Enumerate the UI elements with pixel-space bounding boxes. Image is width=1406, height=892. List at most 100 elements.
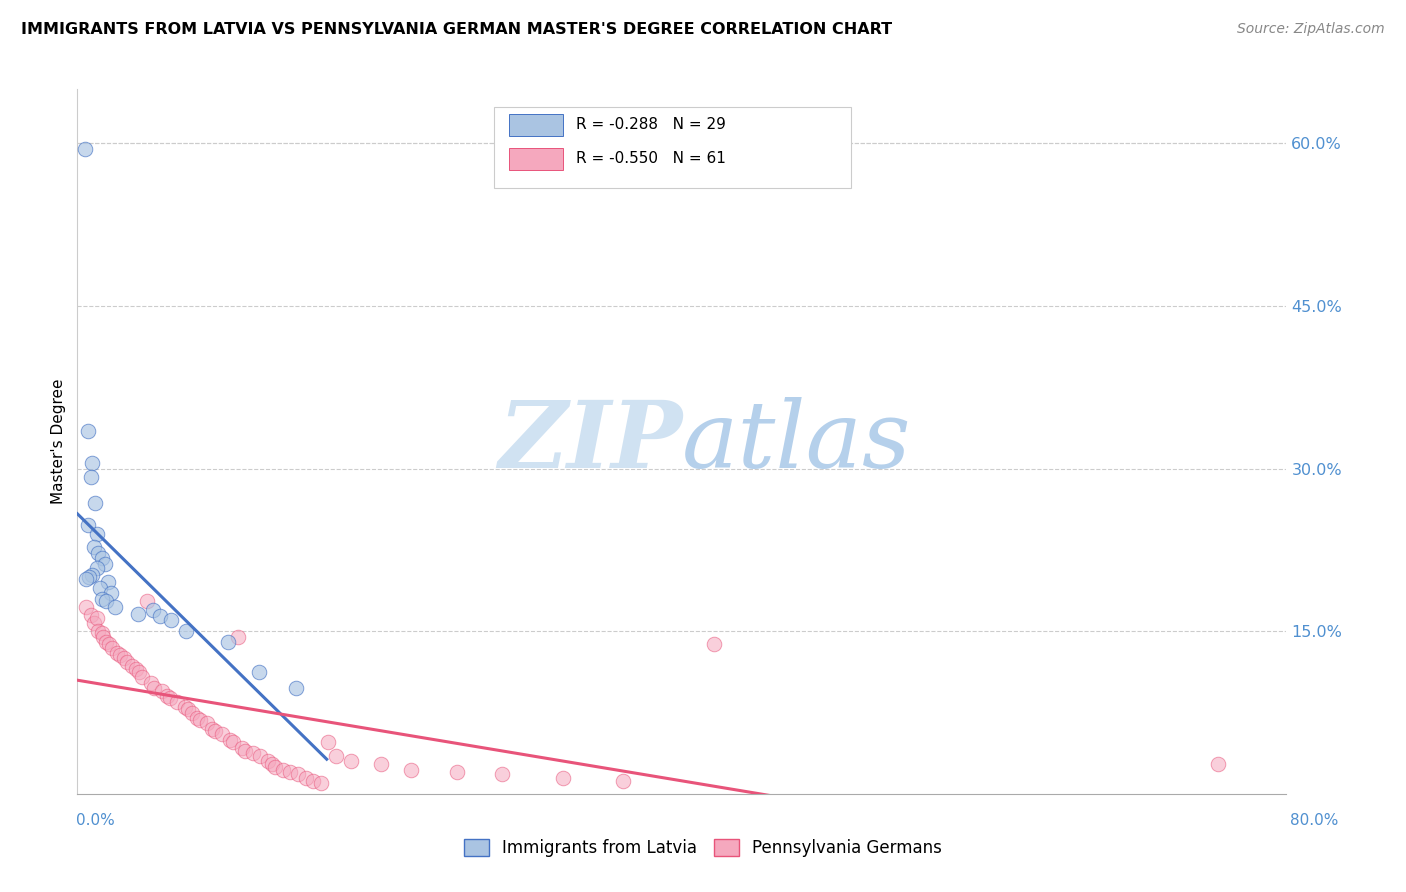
- Point: [446, 765, 468, 780]
- Point: [370, 756, 392, 771]
- Point: [135, 594, 157, 608]
- Point: [271, 763, 294, 777]
- Point: [80, 470, 103, 484]
- Point: [340, 755, 363, 769]
- Point: [104, 600, 127, 615]
- Text: IMMIGRANTS FROM LATVIA VS PENNSYLVANIA GERMAN MASTER'S DEGREE CORRELATION CHART: IMMIGRANTS FROM LATVIA VS PENNSYLVANIA G…: [21, 22, 893, 37]
- Point: [204, 724, 226, 739]
- Point: [87, 624, 110, 639]
- Point: [155, 690, 177, 704]
- Point: [219, 732, 242, 747]
- Text: R = -0.288   N = 29: R = -0.288 N = 29: [575, 117, 725, 132]
- Point: [233, 743, 256, 757]
- Point: [309, 776, 332, 790]
- Bar: [509, 114, 564, 136]
- Point: [231, 741, 253, 756]
- Y-axis label: Master's Degree: Master's Degree: [51, 379, 66, 504]
- Point: [242, 746, 264, 760]
- Point: [181, 706, 204, 720]
- Point: [141, 676, 163, 690]
- Point: [128, 665, 150, 680]
- Text: ZIP: ZIP: [498, 397, 682, 486]
- Point: [100, 586, 122, 600]
- Point: [149, 609, 172, 624]
- FancyBboxPatch shape: [495, 107, 851, 188]
- Point: [86, 561, 108, 575]
- Text: R = -0.550   N = 61: R = -0.550 N = 61: [575, 151, 725, 166]
- Point: [262, 756, 284, 771]
- Point: [195, 716, 218, 731]
- Point: [302, 773, 325, 788]
- Point: [121, 659, 143, 673]
- Point: [101, 640, 124, 655]
- Point: [80, 607, 103, 622]
- Point: [108, 648, 131, 662]
- Point: [551, 771, 574, 785]
- Bar: [509, 148, 564, 170]
- Point: [86, 526, 108, 541]
- Point: [176, 702, 198, 716]
- Point: [73, 142, 96, 156]
- Point: [105, 646, 128, 660]
- Point: [287, 767, 309, 781]
- Legend: Immigrants from Latvia, Pennsylvania Germans: Immigrants from Latvia, Pennsylvania Ger…: [457, 832, 949, 864]
- Point: [75, 600, 97, 615]
- Point: [115, 655, 138, 669]
- Point: [79, 570, 101, 584]
- Point: [84, 496, 107, 510]
- Point: [247, 665, 270, 680]
- Point: [316, 735, 339, 749]
- Point: [96, 575, 118, 590]
- Point: [612, 773, 634, 788]
- Point: [188, 713, 211, 727]
- Text: Source: ZipAtlas.com: Source: ZipAtlas.com: [1237, 22, 1385, 37]
- Point: [94, 594, 117, 608]
- Point: [142, 602, 165, 616]
- Point: [401, 763, 423, 777]
- Point: [173, 700, 195, 714]
- Point: [491, 767, 513, 781]
- Point: [112, 651, 135, 665]
- Text: 0.0%: 0.0%: [76, 814, 115, 828]
- Point: [98, 637, 121, 651]
- Point: [294, 771, 316, 785]
- Text: atlas: atlas: [682, 397, 911, 486]
- Point: [280, 765, 302, 780]
- Point: [222, 735, 245, 749]
- Point: [218, 635, 240, 649]
- Point: [285, 681, 308, 695]
- Point: [160, 614, 183, 628]
- Point: [166, 695, 188, 709]
- Point: [86, 611, 108, 625]
- Point: [83, 615, 105, 630]
- Point: [91, 630, 114, 644]
- Point: [264, 760, 287, 774]
- Point: [90, 591, 112, 606]
- Point: [226, 630, 249, 644]
- Point: [94, 635, 117, 649]
- Point: [87, 546, 110, 560]
- Point: [249, 748, 271, 763]
- Point: [256, 755, 278, 769]
- Point: [131, 670, 153, 684]
- Point: [186, 711, 208, 725]
- Point: [159, 691, 181, 706]
- Point: [150, 684, 173, 698]
- Point: [90, 626, 112, 640]
- Point: [89, 581, 111, 595]
- Point: [143, 681, 166, 695]
- Point: [174, 624, 197, 639]
- Point: [77, 518, 100, 533]
- Point: [93, 557, 115, 571]
- Point: [201, 722, 224, 736]
- Point: [127, 607, 149, 621]
- Point: [325, 748, 347, 763]
- Point: [75, 572, 97, 586]
- Point: [211, 727, 233, 741]
- Point: [1208, 756, 1230, 771]
- Point: [703, 637, 725, 651]
- Point: [82, 567, 104, 582]
- Point: [83, 540, 105, 554]
- Point: [90, 550, 112, 565]
- Point: [77, 424, 100, 438]
